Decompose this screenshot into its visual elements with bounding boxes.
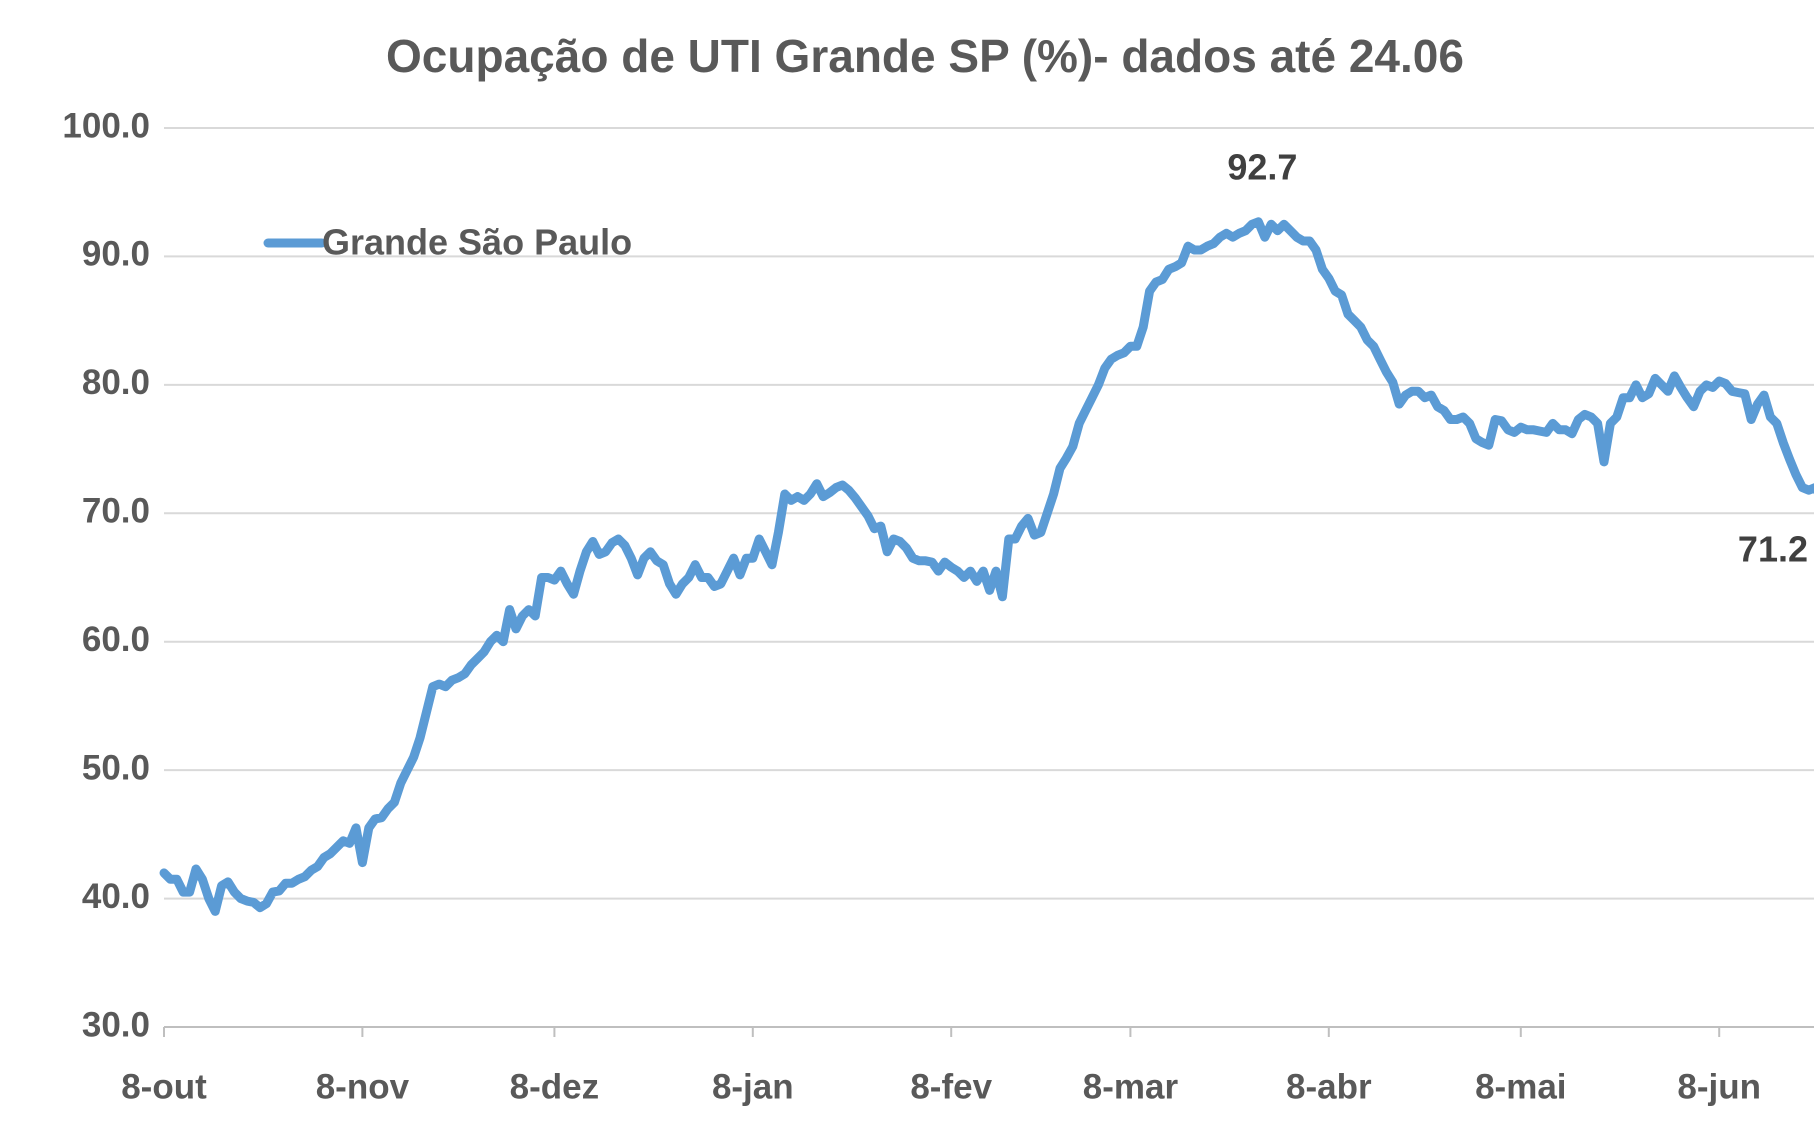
y-tick-label: 60.0 <box>82 620 150 659</box>
y-tick-label: 90.0 <box>82 235 150 274</box>
x-tick-label: 8-mai <box>1475 1067 1566 1106</box>
chart-title: Ocupação de UTI Grande SP (%)- dados até… <box>386 30 1464 82</box>
y-tick-label: 40.0 <box>82 877 150 916</box>
y-tick-label: 30.0 <box>82 1005 150 1044</box>
y-tick-label: 80.0 <box>82 363 150 402</box>
x-tick-label: 8-nov <box>316 1067 410 1106</box>
plot-area <box>159 217 1814 916</box>
x-tick-label: 8-abr <box>1286 1067 1372 1106</box>
x-tick-label: 8-out <box>121 1067 207 1106</box>
legend-label: Grande São Paulo <box>322 222 632 263</box>
x-tick-label: 8-jan <box>712 1067 794 1106</box>
y-tick-label: 50.0 <box>82 748 150 787</box>
data-line <box>159 217 1814 916</box>
x-tick-label: 8-jun <box>1677 1067 1761 1106</box>
y-tick-label: 100.0 <box>62 106 150 145</box>
x-tick-label: 8-mar <box>1083 1067 1179 1106</box>
annotation: 71.2 <box>1738 528 1808 569</box>
annotation: 92.7 <box>1227 146 1297 187</box>
x-tick-label: 8-dez <box>510 1067 599 1106</box>
x-tick-label: 8-fev <box>910 1067 992 1106</box>
y-tick-label: 70.0 <box>82 492 150 531</box>
